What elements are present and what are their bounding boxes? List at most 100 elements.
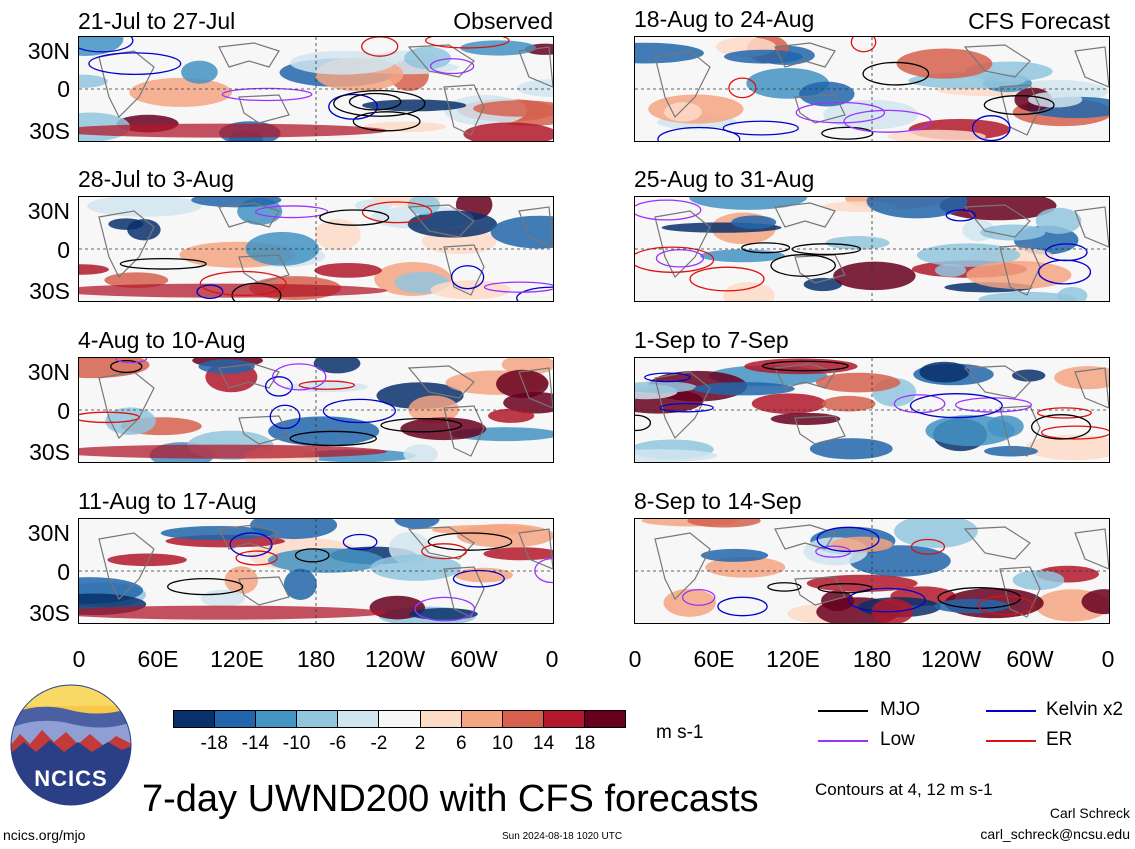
anomaly-blob bbox=[1028, 91, 1083, 108]
anomaly-blob bbox=[823, 99, 919, 130]
contours-note: Contours at 4, 12 m s-1 bbox=[815, 780, 993, 799]
contour-line bbox=[1038, 259, 1092, 285]
coastline bbox=[999, 566, 1041, 618]
anomaly-map bbox=[79, 197, 553, 301]
anomaly-blob bbox=[833, 261, 916, 291]
contour-line bbox=[945, 209, 976, 222]
colorbar-tick-label: 10 bbox=[491, 733, 514, 754]
map-panel bbox=[634, 36, 1110, 142]
colorbar-swatch bbox=[297, 711, 339, 727]
coastline bbox=[238, 254, 290, 284]
ncics-logo-icon bbox=[10, 684, 132, 806]
contour-line bbox=[119, 257, 207, 270]
anomaly-blob bbox=[460, 40, 537, 56]
panel-title: 28-Jul to 3-Aug bbox=[78, 166, 234, 192]
coastline bbox=[1074, 528, 1109, 570]
contour-line bbox=[850, 37, 877, 53]
anomaly-blob bbox=[635, 42, 704, 64]
anomaly-blob bbox=[984, 445, 1038, 457]
lat-label: 30S bbox=[29, 278, 70, 304]
colorbar-swatch bbox=[502, 711, 544, 727]
anomaly-blob bbox=[635, 449, 718, 462]
anomaly-blob bbox=[770, 412, 841, 425]
anomaly-blob bbox=[79, 74, 108, 88]
anomaly-blob bbox=[1054, 366, 1109, 390]
coastline bbox=[774, 202, 836, 228]
coastline bbox=[774, 524, 836, 550]
map-panel bbox=[634, 357, 1110, 463]
contour-line bbox=[380, 417, 463, 433]
contour-line bbox=[79, 37, 134, 53]
panel-title: 21-Jul to 27-Jul bbox=[78, 8, 236, 34]
lon-label: 180 bbox=[852, 646, 892, 672]
contour-line bbox=[298, 380, 356, 390]
anomaly-blob bbox=[404, 46, 452, 70]
coastline bbox=[98, 210, 155, 279]
contour-line bbox=[79, 411, 140, 424]
lon-label: 0 bbox=[628, 646, 642, 672]
contour-line bbox=[657, 126, 741, 141]
anomaly-map bbox=[79, 37, 553, 141]
coastline bbox=[443, 405, 485, 457]
anomaly-blob bbox=[1011, 369, 1046, 382]
contour-line bbox=[843, 109, 932, 133]
contour-line bbox=[348, 92, 402, 111]
footer-timestamp: Sun 2024-08-18 1020 UTC bbox=[502, 831, 623, 842]
coastline bbox=[794, 94, 846, 124]
anomaly-blob bbox=[430, 280, 512, 300]
anomaly-blob bbox=[160, 526, 274, 541]
lon-label: 0 bbox=[1101, 646, 1115, 672]
coastline bbox=[238, 415, 290, 445]
anomaly-blob bbox=[496, 369, 549, 399]
anomaly-blob bbox=[400, 417, 487, 441]
lon-label: 0 bbox=[72, 646, 86, 672]
coastline bbox=[407, 365, 475, 399]
anomaly-blob bbox=[314, 219, 361, 251]
anomaly-blob bbox=[705, 556, 786, 578]
coastline bbox=[794, 254, 846, 284]
contour-line bbox=[1040, 425, 1109, 440]
anomaly-blob bbox=[1012, 570, 1065, 591]
lon-label: 60W bbox=[1006, 646, 1054, 672]
lon-label: 120W bbox=[364, 646, 426, 672]
anomaly-blob bbox=[664, 102, 702, 122]
lon-label: 60W bbox=[450, 646, 498, 672]
colorbar-swatch bbox=[461, 711, 503, 727]
anomaly-blob bbox=[699, 249, 785, 263]
anomaly-blob bbox=[224, 566, 259, 595]
anomaly-blob bbox=[821, 590, 855, 612]
contour-line bbox=[110, 359, 143, 374]
contour-line bbox=[483, 281, 553, 293]
anomaly-map bbox=[635, 37, 1109, 141]
contour-line bbox=[271, 363, 327, 391]
anomaly-blob bbox=[129, 77, 233, 107]
panel-title: 4-Aug to 10-Aug bbox=[78, 327, 246, 353]
lon-label: 120E bbox=[210, 646, 264, 672]
colorbar-tick-label: 6 bbox=[455, 733, 467, 754]
contour-line bbox=[770, 254, 836, 277]
anomaly-blob bbox=[934, 263, 967, 277]
coastline bbox=[999, 244, 1041, 296]
contour-line bbox=[421, 543, 468, 560]
legend-mjo-label: MJO bbox=[880, 699, 921, 720]
lat-label: 30N bbox=[27, 359, 70, 385]
ncics-logo: NCICS bbox=[10, 684, 132, 806]
anomaly-blob bbox=[107, 553, 187, 567]
contour-line bbox=[717, 596, 768, 617]
lon-label: 60E bbox=[137, 646, 179, 672]
contour-line bbox=[954, 397, 1032, 413]
anomaly-blob bbox=[724, 49, 803, 64]
coastline bbox=[654, 371, 711, 440]
coastline bbox=[654, 532, 711, 601]
coastline bbox=[999, 84, 1041, 136]
legend-er-line bbox=[986, 740, 1036, 742]
anomaly-blob bbox=[919, 361, 970, 383]
lat-label: 0 bbox=[57, 76, 70, 102]
contour-line bbox=[1037, 407, 1092, 419]
anomaly-map bbox=[635, 358, 1109, 462]
anomaly-map bbox=[79, 519, 553, 623]
panel-tag: Observed bbox=[453, 8, 553, 34]
lon-label: 180 bbox=[296, 646, 336, 672]
contour-line bbox=[289, 430, 377, 447]
coastline bbox=[218, 363, 280, 389]
